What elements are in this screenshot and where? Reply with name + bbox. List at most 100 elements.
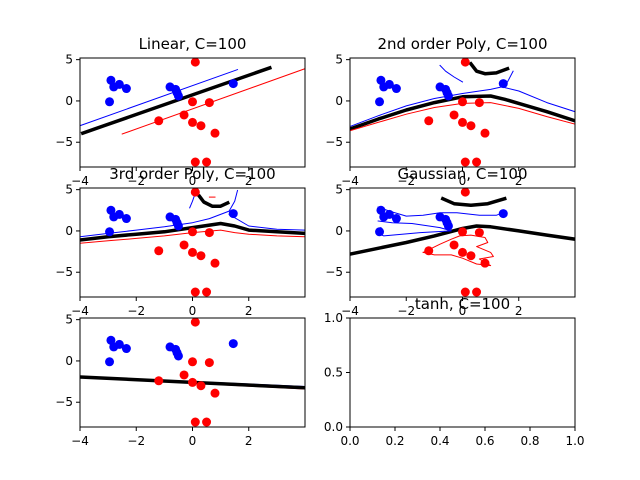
y-tick-label: 0.5: [324, 366, 343, 380]
x-tick-label: −2: [127, 434, 145, 448]
data-point-blue: [105, 97, 115, 107]
data-point-red: [460, 188, 470, 197]
x-tick-label: 0.2: [385, 434, 404, 448]
y-tick-label: −5: [55, 395, 73, 409]
y-tick-label: 1.0: [324, 311, 343, 325]
data-point-blue: [121, 214, 131, 224]
data-point-red: [179, 240, 189, 250]
data-point-red: [458, 227, 467, 237]
decision-line-2: [80, 68, 239, 127]
data-point-red: [154, 376, 164, 386]
y-tick-label: −5: [325, 135, 343, 149]
y-tick-label: 0: [335, 94, 343, 108]
data-point-blue: [228, 209, 238, 219]
x-tick-label: 0: [189, 304, 197, 318]
data-point-red: [210, 258, 220, 268]
x-tick-label: −4: [71, 434, 89, 448]
data-point-blue: [443, 221, 453, 231]
data-point-red: [190, 318, 200, 327]
decision-line-1: [80, 65, 273, 136]
x-tick-label: −2: [397, 174, 415, 188]
data-point-red: [188, 377, 197, 387]
data-point-blue: [391, 214, 401, 224]
x-tick-label: 0: [189, 174, 197, 188]
decision-line-1: [350, 224, 575, 256]
x-tick-label: −2: [127, 304, 145, 318]
x-tick-label: 2: [245, 434, 253, 448]
y-tick-label: −5: [55, 135, 73, 149]
plot-area: [80, 188, 305, 297]
y-tick-label: −5: [55, 265, 73, 279]
y-tick-label: 5: [65, 313, 73, 327]
data-point-blue: [114, 339, 124, 349]
subplot-2: 5 0 −5 −4 −2 0 2 2nd order Poly, C=100: [325, 35, 576, 188]
data-point-red: [466, 121, 476, 131]
x-tick-label: 0: [189, 434, 197, 448]
data-point-blue: [498, 79, 508, 89]
data-point-blue: [443, 91, 453, 101]
data-point-blue: [173, 91, 183, 101]
data-point-red: [424, 116, 434, 126]
data-point-red: [202, 417, 212, 427]
x-tick-label: 0: [459, 174, 467, 188]
decision-line-1: [350, 94, 575, 131]
data-point-blue: [114, 79, 124, 89]
y-tick-label: 0: [65, 224, 73, 238]
plot-area: [350, 188, 575, 297]
data-point-red: [460, 58, 470, 67]
data-point-red: [196, 381, 206, 391]
x-tick-label: 0.4: [430, 434, 449, 448]
subplot-title: 2nd order Poly, C=100: [377, 35, 547, 53]
data-point-blue: [228, 339, 238, 349]
data-point-blue: [228, 79, 238, 89]
decision-line-5: [422, 234, 494, 267]
decision-line-5: [439, 64, 464, 83]
data-point-blue: [384, 209, 394, 219]
data-point-red: [202, 157, 212, 167]
x-tick-label: 0.8: [520, 434, 539, 448]
data-point-red: [449, 240, 459, 250]
data-point-red: [474, 228, 484, 238]
plot-area: [80, 318, 305, 427]
data-point-red: [210, 128, 220, 138]
x-tick-label: 1.0: [565, 434, 584, 448]
data-point-red: [472, 287, 482, 297]
subplot-title: 3rd order Poly, C=100: [109, 165, 275, 183]
data-point-red: [190, 287, 200, 297]
y-tick-label: 5: [335, 53, 343, 67]
subplot-5: 5 0 −5 −4 −2 0 2: [55, 313, 306, 448]
plot-area: [80, 58, 305, 167]
subplot-6: 0.0 0.5 1.0 0.0 0.2 0.4 0.6 0.8 1.0 tanh, C=100: [324, 295, 585, 448]
data-point-red: [204, 98, 214, 108]
data-point-red: [188, 117, 197, 127]
decision-line-6: [468, 61, 510, 76]
data-point-red: [472, 157, 482, 167]
data-point-red: [449, 110, 459, 120]
y-tick-label: 0.0: [324, 420, 343, 434]
data-point-red: [458, 97, 467, 107]
data-point-blue: [121, 344, 131, 354]
data-point-red: [204, 228, 214, 238]
x-tick-label: 0.6: [475, 434, 494, 448]
x-tick-label: 2: [245, 174, 253, 188]
data-point-red: [154, 116, 164, 126]
y-tick-label: 5: [65, 53, 73, 67]
data-point-red: [458, 247, 467, 257]
y-tick-label: 5: [65, 183, 73, 197]
data-point-red: [480, 258, 490, 268]
data-point-red: [196, 251, 206, 261]
data-point-red: [204, 358, 214, 368]
data-point-blue: [121, 84, 131, 94]
y-tick-label: 0: [65, 354, 73, 368]
decision-line-1: [80, 221, 305, 242]
decision-line-3: [228, 213, 305, 231]
subplot-1: 5 0 −5 −4 −2 0 2 Linear, C=100: [55, 35, 306, 188]
data-point-blue: [498, 209, 508, 219]
data-point-red: [202, 287, 212, 297]
x-tick-label: −4: [341, 304, 359, 318]
x-tick-label: 2: [245, 304, 253, 318]
data-point-blue: [391, 84, 401, 94]
